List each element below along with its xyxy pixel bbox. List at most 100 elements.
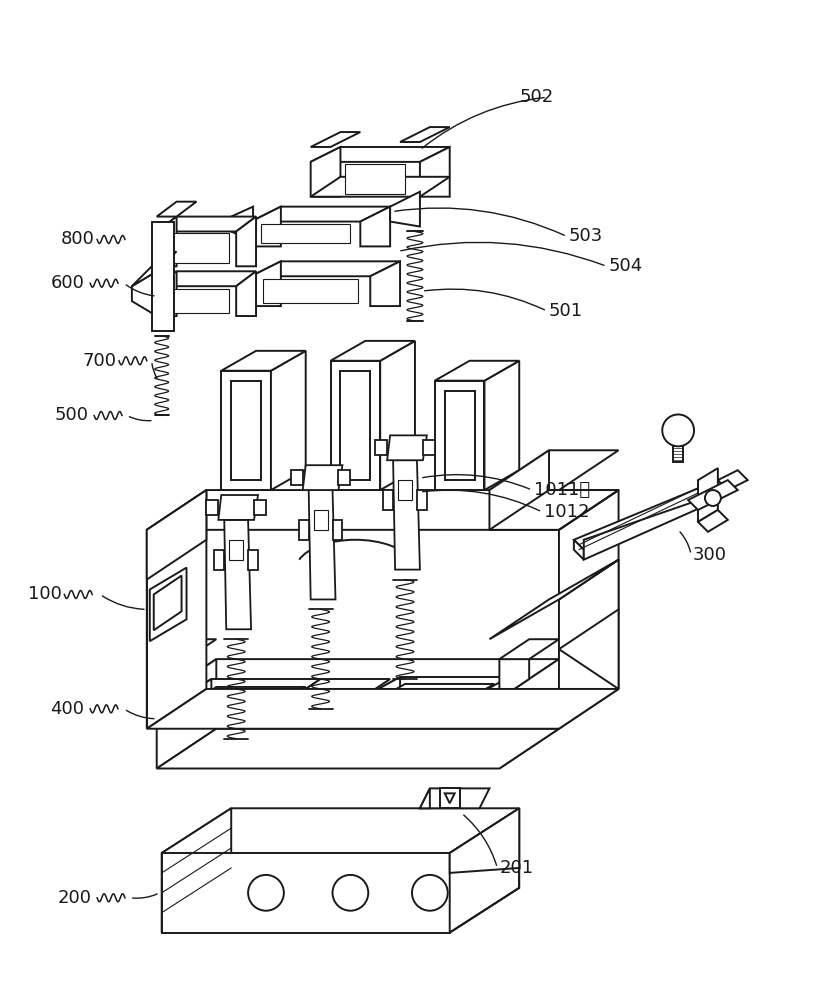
Polygon shape: [254, 500, 266, 515]
Polygon shape: [251, 207, 281, 246]
Polygon shape: [313, 510, 327, 530]
Polygon shape: [370, 684, 494, 704]
Polygon shape: [380, 341, 415, 490]
Text: 201: 201: [499, 859, 534, 877]
Polygon shape: [157, 202, 197, 217]
Polygon shape: [420, 788, 430, 808]
Polygon shape: [400, 127, 450, 142]
Polygon shape: [698, 468, 718, 522]
Polygon shape: [420, 147, 450, 197]
Polygon shape: [370, 261, 400, 306]
Polygon shape: [345, 164, 405, 194]
Polygon shape: [251, 261, 400, 276]
Polygon shape: [490, 450, 549, 530]
Polygon shape: [339, 470, 350, 485]
Polygon shape: [390, 192, 420, 227]
Polygon shape: [384, 490, 393, 510]
Polygon shape: [290, 470, 303, 485]
Polygon shape: [231, 207, 253, 241]
Polygon shape: [236, 271, 256, 316]
Polygon shape: [574, 540, 583, 560]
Circle shape: [705, 490, 721, 506]
Polygon shape: [688, 480, 738, 510]
Text: 200: 200: [57, 889, 91, 907]
Polygon shape: [202, 694, 293, 709]
Text: 1012: 1012: [544, 503, 590, 521]
Polygon shape: [215, 550, 224, 570]
Polygon shape: [231, 381, 261, 480]
Polygon shape: [162, 808, 231, 933]
Polygon shape: [361, 695, 509, 717]
Polygon shape: [361, 677, 400, 717]
Polygon shape: [299, 520, 308, 540]
Polygon shape: [164, 289, 229, 313]
Polygon shape: [559, 560, 619, 689]
Polygon shape: [499, 659, 529, 699]
Polygon shape: [303, 465, 343, 490]
Polygon shape: [435, 361, 519, 381]
Polygon shape: [263, 279, 358, 303]
Polygon shape: [221, 351, 306, 371]
Polygon shape: [332, 520, 343, 540]
Polygon shape: [248, 550, 258, 570]
Polygon shape: [450, 808, 519, 873]
Polygon shape: [157, 659, 216, 768]
Polygon shape: [221, 371, 271, 490]
Polygon shape: [157, 659, 187, 699]
Circle shape: [412, 875, 448, 911]
Text: 700: 700: [82, 352, 116, 370]
Polygon shape: [251, 261, 281, 306]
Polygon shape: [311, 132, 361, 147]
Text: 300: 300: [693, 546, 727, 564]
Polygon shape: [485, 361, 519, 490]
Polygon shape: [490, 450, 619, 490]
Polygon shape: [398, 480, 412, 500]
Polygon shape: [375, 440, 387, 455]
Polygon shape: [435, 381, 485, 490]
Polygon shape: [311, 147, 340, 197]
Polygon shape: [192, 687, 306, 704]
Polygon shape: [157, 639, 216, 659]
Polygon shape: [308, 490, 335, 599]
Polygon shape: [718, 470, 747, 490]
Polygon shape: [162, 808, 519, 853]
Polygon shape: [224, 520, 251, 629]
Polygon shape: [147, 490, 206, 729]
Polygon shape: [236, 217, 256, 266]
Polygon shape: [445, 391, 475, 480]
Polygon shape: [157, 217, 256, 232]
Polygon shape: [330, 361, 380, 490]
Polygon shape: [673, 446, 683, 462]
Polygon shape: [181, 699, 321, 719]
Polygon shape: [157, 659, 559, 699]
Text: 400: 400: [51, 700, 84, 718]
Polygon shape: [132, 251, 176, 286]
Text: 501: 501: [549, 302, 583, 320]
Polygon shape: [490, 490, 619, 530]
Polygon shape: [574, 480, 728, 550]
Polygon shape: [490, 560, 619, 639]
Polygon shape: [147, 490, 619, 530]
Polygon shape: [229, 540, 243, 560]
Polygon shape: [387, 435, 427, 460]
Polygon shape: [499, 639, 559, 659]
Polygon shape: [380, 691, 480, 709]
Polygon shape: [445, 793, 455, 803]
Text: 502: 502: [519, 88, 553, 106]
Text: 500: 500: [55, 406, 88, 424]
Text: 100: 100: [28, 585, 61, 603]
Polygon shape: [423, 440, 435, 455]
Polygon shape: [206, 500, 219, 515]
Polygon shape: [251, 207, 390, 222]
Text: 800: 800: [60, 230, 95, 248]
Polygon shape: [698, 510, 728, 532]
Polygon shape: [147, 689, 619, 729]
Text: 503: 503: [569, 227, 603, 245]
Polygon shape: [162, 853, 450, 933]
Polygon shape: [181, 679, 211, 719]
Circle shape: [663, 414, 694, 446]
Polygon shape: [152, 222, 174, 331]
Polygon shape: [440, 788, 459, 808]
Polygon shape: [157, 271, 176, 316]
Polygon shape: [583, 490, 728, 560]
